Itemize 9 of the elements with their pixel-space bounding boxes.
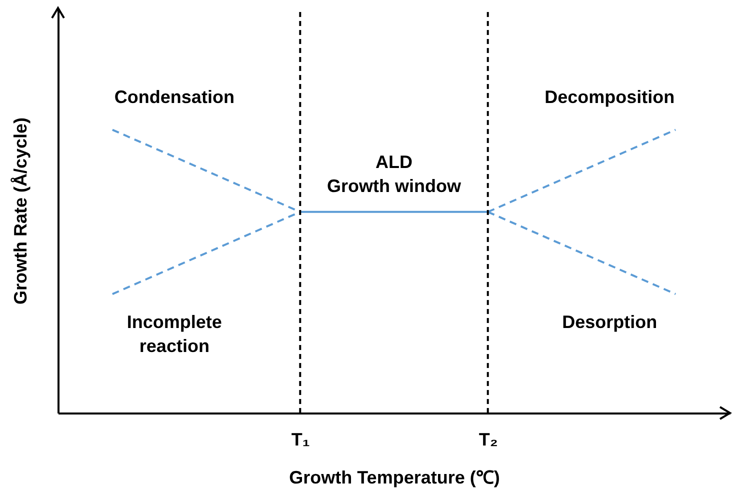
x-tick-label: T₁ bbox=[291, 430, 310, 450]
series-label: Condensation bbox=[114, 86, 234, 107]
series-label: Incomplete reaction bbox=[126, 312, 222, 356]
x-tick-label: T₂ bbox=[478, 430, 498, 450]
series-label: Decomposition bbox=[544, 86, 675, 107]
series-label: ALD Growth window bbox=[327, 152, 462, 196]
y-axis-title: Growth Rate (Å/cycle) bbox=[10, 117, 30, 305]
series-label: Desorption bbox=[562, 312, 658, 332]
x-axis-title: Growth Temperature (℃) bbox=[289, 468, 500, 488]
